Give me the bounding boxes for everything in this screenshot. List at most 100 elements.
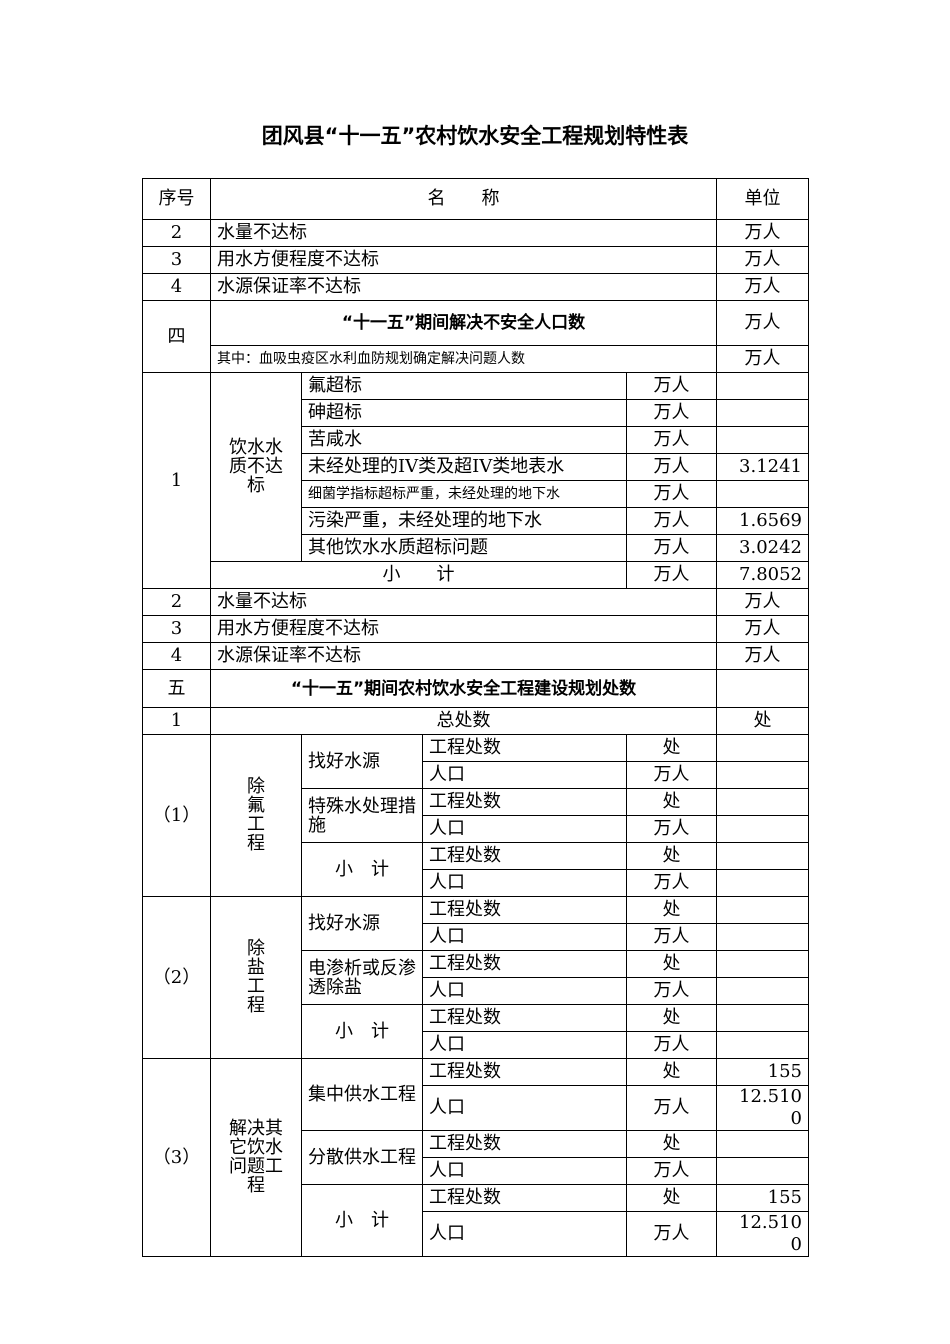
quality-item: 污染严重，未经处理的地下水 [301,507,627,535]
quality-unit: 万人 [626,534,717,562]
sec4-no: 四 [142,300,211,373]
table-row: （3） 解决其它饮水问题工程 集中供水工程 工程处数处 155 [142,1058,809,1257]
pop-label: 人口 [422,1085,627,1131]
table-row: 苦咸水 万人 [143,426,809,454]
pop-label: 人口 [422,977,627,1005]
sec4-unit: 万人 [716,300,809,346]
pop-unit: 万人 [626,815,717,843]
group-name: 除盐工程 [210,896,302,1059]
pop-unit: 万人 [626,1031,717,1059]
row-unit: 万人 [716,615,809,643]
row-unit: 万人 [716,273,809,301]
count-value [716,896,809,924]
count-unit: 处 [626,1004,717,1032]
header-name: 名 称 [210,178,717,220]
count-unit: 处 [626,1184,717,1212]
row-no: 3 [142,615,211,643]
table-row: 人口 万人 [143,869,809,897]
row-unit: 万人 [716,246,809,274]
row-name: 水量不达标 [210,588,717,616]
table-row: 1 饮水水质不达标 氟超标 万人 [142,372,809,589]
count-unit: 处 [626,1130,717,1158]
row-no: 3 [142,246,211,274]
count-unit: 处 [626,896,717,924]
row-unit: 万人 [716,219,809,247]
pop-unit: 万人 [626,923,717,951]
table-row: 2水量不达标万人2.3681 [142,588,809,616]
row-unit: 万人 [716,588,809,616]
quality-qty: 3.1241 [716,453,809,481]
table-row: 小 计工程处数处 [143,1004,809,1059]
table-row: （1） 除氟工程 找好水源 工程处数处 [142,734,809,897]
table-row: 特殊水处理措施 工程处数处 [143,788,809,843]
pop-value-text: 12.5100 [739,1212,802,1256]
count-label: 工程处数 [422,1004,627,1032]
quality-qty [716,399,809,427]
header-unit: 单位 [716,178,809,220]
pop-label: 人口 [422,923,627,951]
pop-value: 12.5100 [716,1211,809,1257]
count-label: 工程处数 [422,950,627,978]
sub-name: 小 计 [301,1184,423,1257]
quality-unit: 万人 [626,480,717,508]
table-row: 人口 万人 [143,815,809,843]
table-row: 人口 万人 [143,1157,809,1185]
table-row: 其中：血吸虫疫区水利血防规划确定解决问题人数万人3.0000 [143,345,809,373]
count-unit: 处 [626,950,717,978]
sub-name: 特殊水处理措施 [301,788,423,843]
table-row: 污染严重，未经处理的地下水 万人 1.6569 [143,507,809,535]
table-row: 4水源保证率不达标万人1.4398 [142,642,809,670]
table-row: 四“十一五”期间解决不安全人口数万人12.5100 [142,300,809,373]
row-no: 2 [142,588,211,616]
count-value [716,788,809,816]
table-row: 小 计工程处数处 155 [143,1184,809,1257]
table-row: 未经处理的IV类及超IV类地表水 万人 3.1241 [143,453,809,481]
pop-value: 12.5100 [716,1085,809,1131]
table-row: 人口 万人 [143,1031,809,1059]
pop-value [716,869,809,897]
quality-qty [716,372,809,400]
pop-value [716,1031,809,1059]
table-row: 人口 万人 [143,977,809,1005]
pop-label: 人口 [422,1211,627,1257]
quality-unit: 万人 [626,426,717,454]
pop-value [716,977,809,1005]
table-row: 小 计工程处数处 [143,842,809,897]
pop-value [716,1157,809,1185]
total-unit: 处 [716,707,809,735]
quality-item: 氟超标 [301,372,627,400]
quality-unit: 万人 [626,372,717,400]
sub-name: 找好水源 [301,896,423,951]
table-header-row: 序号 名 称 单位 数量 [142,178,809,220]
row-no: 4 [142,642,211,670]
characteristics-table: 序号 名 称 单位 数量 2水量不达标万人3.33483用水方便程度不达标万人0… [142,178,809,1257]
table-row: 其他饮水水质超标问题 万人 3.0242 [143,534,809,562]
row-name: 水源保证率不达标 [210,642,717,670]
sec5-no: 五 [142,669,211,708]
count-value: 155 [716,1184,809,1212]
count-value [716,1130,809,1158]
count-unit: 处 [626,734,717,762]
pop-unit: 万人 [626,1157,717,1185]
pop-unit: 万人 [626,869,717,897]
group-name-text: 解决其它饮水问题工程 [228,1118,283,1196]
pop-label: 人口 [422,1031,627,1059]
count-label: 工程处数 [422,842,627,870]
quality-qty [716,426,809,454]
quality-unit: 万人 [626,399,717,427]
table-row: 电渗析或反渗透除盐 工程处数处 [143,950,809,1005]
count-label: 工程处数 [422,788,627,816]
quality-item: 未经处理的IV类及超IV类地表水 [301,453,627,481]
table-row: （2） 除盐工程 找好水源 工程处数处 [142,896,809,1059]
sec4-title: “十一五”期间解决不安全人口数 [210,300,717,346]
quality-qty: 1.6569 [716,507,809,535]
quality-item: 细菌学指标超标严重，未经处理的地下水 [301,480,627,508]
count-label: 工程处数 [422,896,627,924]
sec4-note-unit: 万人 [716,345,809,373]
group-name: 除氟工程 [210,734,302,897]
pop-label: 人口 [422,869,627,897]
row-name: 用水方便程度不达标 [210,246,717,274]
sub-name: 集中供水工程 [301,1058,423,1131]
count-label: 工程处数 [422,1058,627,1086]
